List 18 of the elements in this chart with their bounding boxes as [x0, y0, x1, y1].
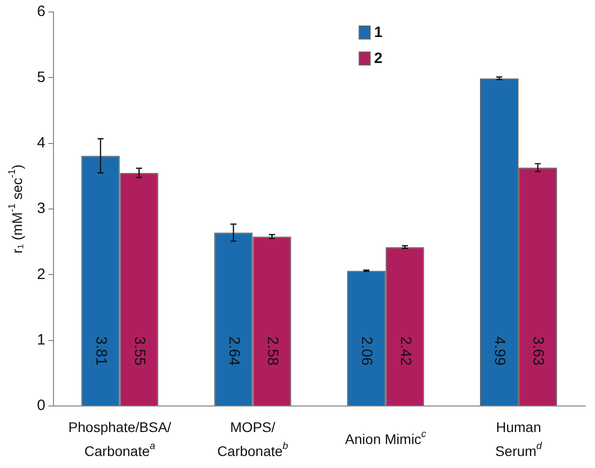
- y-tick-label: 4: [37, 134, 46, 152]
- legend-label: 2: [374, 50, 383, 68]
- data-label: 2.58: [264, 336, 281, 366]
- data-label: 2.42: [396, 336, 414, 366]
- data-label: 3.55: [130, 336, 148, 366]
- data-label: 4.99: [491, 336, 508, 366]
- y-tick-label: 5: [37, 68, 46, 86]
- y-tick-label: 1: [37, 331, 46, 348]
- data-label: 2.64: [225, 336, 242, 366]
- y-tick-label: 3: [37, 200, 46, 218]
- legend-label: 1: [374, 24, 383, 42]
- data-label: 2.06: [358, 336, 376, 366]
- y-axis-title: r₁ (mM-1 sec-1): [7, 164, 25, 254]
- y-tick-label: 0: [37, 397, 46, 414]
- data-label: 3.63: [530, 336, 547, 366]
- y-tick-label: 6: [37, 3, 46, 20]
- y-tick-label: 2: [37, 266, 46, 283]
- data-label: 3.81: [92, 336, 110, 366]
